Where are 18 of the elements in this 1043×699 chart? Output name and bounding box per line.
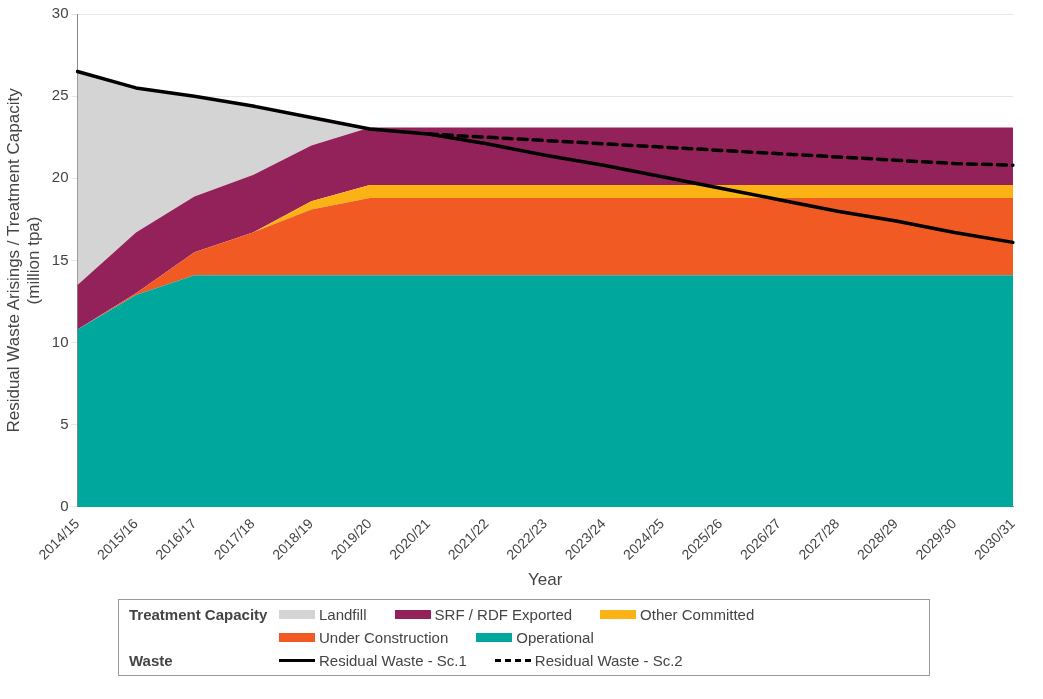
- y-tick-label: 20: [51, 168, 69, 186]
- x-axis-title: Year: [528, 570, 563, 590]
- y-tick-label: 30: [51, 4, 69, 22]
- legend-label: SRF / RDF Exported: [434, 606, 573, 623]
- text: Treatment Capacity: [129, 606, 269, 625]
- legend-label: Under Construction: [319, 629, 449, 646]
- y-tick-label: 15: [51, 250, 69, 268]
- legend-label: Operational: [516, 629, 594, 646]
- y-tick-label: 10: [51, 332, 69, 350]
- y-axis-title: Residual Waste Arisings / Treatment Capacity (million tpa): [3, 87, 44, 433]
- legend-label: Landfill: [319, 606, 367, 623]
- legend-label: Residual Waste - Sc.2: [534, 652, 683, 669]
- y-tick-label: 25: [51, 86, 69, 104]
- y-tick-label: 5: [60, 414, 69, 432]
- y-tick-label: 0: [60, 497, 69, 515]
- text: Waste: [129, 652, 174, 669]
- legend-label: Other Committed: [640, 606, 755, 623]
- legend-label: Residual Waste - Sc.1: [319, 652, 467, 669]
